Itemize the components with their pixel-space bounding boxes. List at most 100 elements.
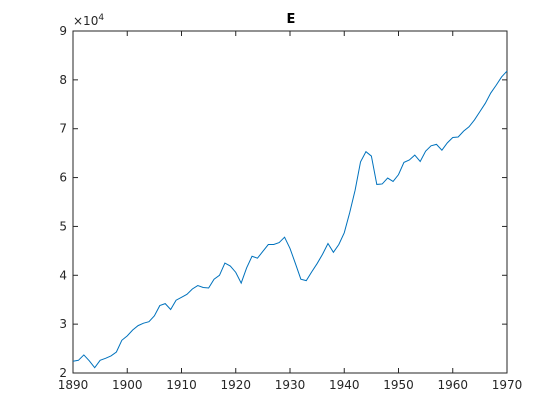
data-point: [89, 360, 90, 361]
data-point: [235, 272, 236, 273]
data-point: [322, 254, 323, 255]
data-point: [463, 131, 464, 132]
data-point: [289, 248, 290, 249]
data-point: [430, 145, 431, 146]
data-point: [360, 161, 361, 162]
data-point: [327, 243, 328, 244]
data-point: [143, 323, 144, 324]
data-point: [110, 355, 111, 356]
data-point: [295, 263, 296, 264]
data-point: [403, 162, 404, 163]
data-point: [485, 103, 486, 104]
y-tick-label: 3: [59, 317, 67, 331]
data-point: [420, 161, 421, 162]
data-point: [338, 244, 339, 245]
plot-axes: 1890 1900 1910 1920 1930 1940 1950 1960 1970 2 3 4 5…: [58, 13, 523, 392]
data-point: [344, 232, 345, 233]
data-point: [219, 275, 220, 276]
data-point: [355, 190, 356, 191]
data-point: [197, 285, 198, 286]
data-point: [213, 279, 214, 280]
data-point: [175, 300, 176, 301]
data-point: [382, 183, 383, 184]
data-point: [154, 315, 155, 316]
series-group: [72, 70, 508, 369]
data-point: [186, 294, 187, 295]
data-point: [241, 283, 242, 284]
data-point: [317, 263, 318, 264]
data-point: [333, 252, 334, 253]
data-point: [208, 287, 209, 288]
data-point: [441, 150, 442, 151]
data-point: [181, 297, 182, 298]
data-point: [148, 321, 149, 322]
data-point: [94, 367, 95, 368]
data-point: [138, 325, 139, 326]
data-point: [251, 256, 252, 257]
x-tick-label: 1890: [58, 378, 89, 392]
data-point: [425, 151, 426, 152]
data-point: [474, 119, 475, 120]
data-point: [165, 303, 166, 304]
data-point: [273, 244, 274, 245]
data-point: [387, 177, 388, 178]
data-point: [257, 258, 258, 259]
data-point: [170, 309, 171, 310]
y-multiplier-label: ×104: [73, 13, 104, 28]
data-point: [192, 288, 193, 289]
data-point: [409, 159, 410, 160]
data-point: [501, 76, 502, 77]
data-point: [132, 329, 133, 330]
data-point: [262, 251, 263, 252]
data-point: [224, 262, 225, 263]
data-point: [458, 136, 459, 137]
y-tick-label: 9: [59, 24, 67, 38]
y-tick-label: 8: [59, 73, 67, 87]
data-point: [398, 174, 399, 175]
data-point: [78, 360, 79, 361]
data-point: [496, 85, 497, 86]
x-tick-label: 1930: [275, 378, 306, 392]
data-point: [479, 111, 480, 112]
y-tick-label: 7: [59, 122, 67, 136]
data-point: [121, 340, 122, 341]
x-tick-label: 1950: [383, 378, 414, 392]
data-point: [127, 335, 128, 336]
data-point: [300, 279, 301, 280]
plot-box: [72, 30, 508, 374]
x-tick-label: 1910: [166, 378, 197, 392]
y-tick-label: 4: [59, 268, 67, 282]
y-multiplier-exponent: 4: [98, 13, 104, 23]
data-point: [452, 137, 453, 138]
y-tick-label: 6: [59, 171, 67, 185]
data-point: [376, 184, 377, 185]
data-point: [284, 237, 285, 238]
data-point: [246, 267, 247, 268]
data-point: [83, 354, 84, 355]
data-point: [468, 126, 469, 127]
data-point: [349, 212, 350, 213]
data-point: [105, 358, 106, 359]
data-point: [116, 351, 117, 352]
chart-title: E: [287, 12, 296, 27]
data-point: [311, 271, 312, 272]
y-tick-label: 5: [59, 219, 67, 233]
x-tick-label: 1940: [329, 378, 360, 392]
x-tick-label: 1970: [492, 378, 523, 392]
data-point: [506, 70, 507, 71]
data-point: [203, 287, 204, 288]
x-tick-label: 1900: [112, 378, 143, 392]
x-tick-label: 1920: [220, 378, 251, 392]
data-point: [279, 242, 280, 243]
data-point: [414, 154, 415, 155]
data-point: [447, 142, 448, 143]
data-point: [306, 280, 307, 281]
data-point: [365, 151, 366, 152]
y-tick-label: 2: [59, 366, 67, 380]
data-point: [72, 361, 73, 362]
data-point: [371, 155, 372, 156]
series-line: [72, 70, 508, 369]
data-point: [159, 305, 160, 306]
data-point: [268, 244, 269, 245]
